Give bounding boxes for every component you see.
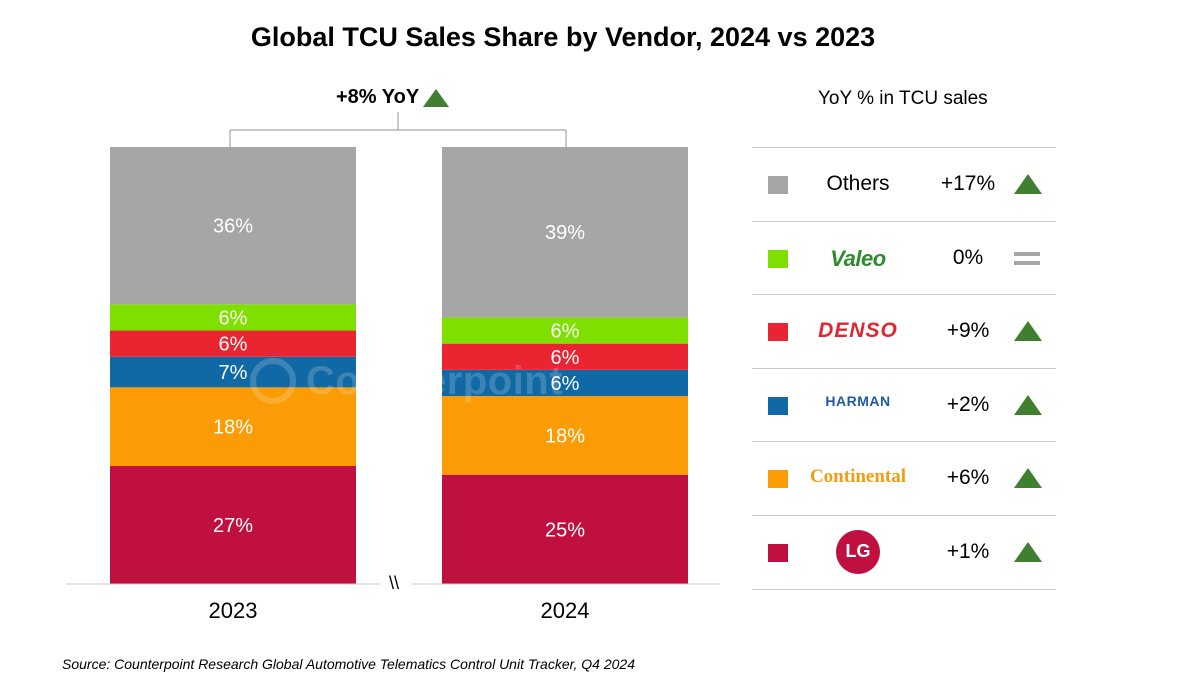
bar-valeo-2023 bbox=[110, 304, 356, 331]
bar-label-others-2024: 39% bbox=[545, 222, 585, 244]
bar-lg-2024 bbox=[442, 474, 688, 584]
legend-swatch-lg bbox=[768, 543, 788, 562]
denso-logo: DENSO bbox=[818, 319, 898, 343]
bar-label-valeo-2024: 6% bbox=[551, 321, 580, 343]
bar-label-harman-2024: 6% bbox=[551, 373, 580, 395]
bar-label-continental-2023: 18% bbox=[213, 417, 253, 439]
bar-valeo-2024 bbox=[442, 317, 688, 344]
legend-row-denso: DENSO +9% bbox=[752, 294, 1056, 368]
chart-title: Global TCU Sales Share by Vendor, 2024 v… bbox=[250, 22, 876, 52]
watermark-text: Counterpoint bbox=[306, 358, 564, 403]
legend-yoy-lg: +1% bbox=[946, 539, 990, 563]
legend-row-continental: Continental +6% bbox=[752, 441, 1056, 515]
up-arrow-icon bbox=[423, 88, 450, 107]
bar-continental-2023 bbox=[110, 387, 356, 467]
valeo-logo: Valeo bbox=[830, 245, 886, 271]
harman-logo: HARMAN bbox=[825, 392, 891, 409]
lg-logo: LG bbox=[798, 529, 918, 574]
legend-yoy-continental: +6% bbox=[946, 466, 990, 490]
up-arrow-icon bbox=[1014, 468, 1042, 489]
bar-others-2024 bbox=[442, 147, 688, 318]
legend-yoy-harman: +2% bbox=[946, 392, 990, 416]
watermark-logo-icon bbox=[250, 358, 296, 404]
yoy-bracket bbox=[229, 112, 567, 147]
bar-label-lg-2023: 27% bbox=[213, 515, 253, 537]
legend-swatch-continental bbox=[768, 470, 788, 489]
continental-logo: Continental bbox=[809, 466, 907, 488]
legend-header: YoY % in TCU sales bbox=[818, 88, 988, 109]
legend-row-harman: HARMAN +2% bbox=[752, 367, 1056, 442]
x-tick-2023: 2023 bbox=[208, 598, 258, 623]
legend-swatch-others bbox=[768, 176, 788, 194]
bar-denso-2023 bbox=[110, 330, 356, 357]
overall-yoy-label: +8% YoY bbox=[336, 86, 420, 108]
legend-table: Others +17% Valeo 0% DENSO +9% HARMAN +2… bbox=[752, 147, 1056, 590]
bar-harman-2023 bbox=[110, 356, 356, 388]
legend-yoy-denso: +9% bbox=[946, 319, 990, 343]
bar-harman-2024 bbox=[442, 369, 688, 397]
bar-lg-2023 bbox=[110, 466, 356, 584]
bar-label-denso-2024: 6% bbox=[551, 347, 580, 369]
bar-denso-2024 bbox=[442, 343, 688, 370]
up-arrow-icon bbox=[1014, 321, 1042, 342]
legend-yoy-valeo: 0% bbox=[952, 245, 984, 269]
bar-continental-2024 bbox=[442, 396, 688, 475]
legend-row-others: Others +17% bbox=[752, 147, 1056, 221]
legend-swatch-valeo bbox=[768, 249, 788, 268]
bar-label-continental-2024: 18% bbox=[545, 425, 585, 447]
x-tick-2024: 2024 bbox=[540, 598, 590, 623]
bar-label-denso-2023: 6% bbox=[219, 334, 248, 356]
bar-label-harman-2023: 7% bbox=[219, 362, 248, 384]
bar-label-others-2023: 36% bbox=[213, 216, 253, 238]
bar-others-2023 bbox=[110, 147, 356, 305]
legend-yoy-others: +17% bbox=[940, 172, 996, 195]
up-arrow-icon bbox=[1014, 541, 1042, 562]
legend-swatch-harman bbox=[768, 396, 788, 415]
overall-yoy: +8% YoY bbox=[336, 86, 450, 109]
lg-logo-mark: LG bbox=[836, 529, 880, 574]
legend-name-others: Others bbox=[826, 172, 890, 195]
bar-label-valeo-2023: 6% bbox=[219, 307, 248, 329]
bar-label-lg-2024: 25% bbox=[545, 519, 585, 541]
axis-break-mark: \\ bbox=[389, 573, 400, 593]
source-note: Source: Counterpoint Research Global Aut… bbox=[62, 656, 635, 672]
equal-icon bbox=[1014, 248, 1042, 268]
watermark: Counterpoint bbox=[250, 358, 563, 404]
legend-row-valeo: Valeo 0% bbox=[752, 220, 1056, 295]
legend-row-lg: LG +1% bbox=[752, 514, 1056, 590]
up-arrow-icon bbox=[1014, 394, 1042, 415]
up-arrow-icon bbox=[1014, 174, 1042, 194]
legend-swatch-denso bbox=[768, 323, 788, 342]
